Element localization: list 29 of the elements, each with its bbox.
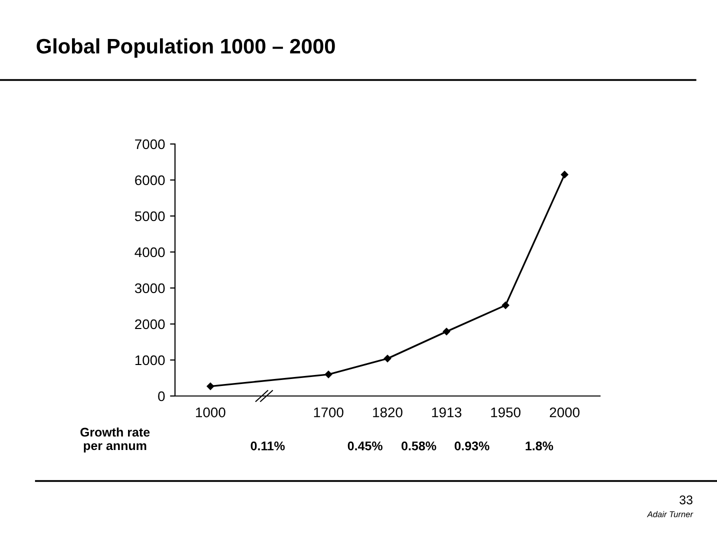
text: 1.8%	[526, 442, 554, 450]
y-tick-label: 2000	[135, 319, 165, 330]
text: 0.45%	[348, 442, 382, 450]
x-tick-label: 1913	[432, 407, 462, 418]
x-tick-label: 1820	[373, 407, 402, 418]
x-tick-label: 1950	[491, 407, 520, 418]
text: 0.58%	[402, 442, 436, 450]
x-tick-label: 1700	[314, 407, 344, 418]
point	[502, 302, 510, 309]
y-tick-label: 3000	[134, 283, 165, 294]
y-tick-label: 0	[158, 391, 165, 402]
y-tick-label: 1000	[135, 355, 165, 366]
point	[442, 328, 450, 336]
y-tick-label: 7000	[135, 139, 165, 150]
text: Growth rate per annum	[80, 427, 150, 453]
text: 0.11%	[250, 442, 285, 450]
text: 0.93%	[454, 442, 490, 450]
point	[560, 170, 568, 178]
y-tick-label: 5000	[134, 211, 165, 222]
text: 33	[680, 496, 692, 504]
text: Adair Turner	[646, 511, 694, 518]
y-tick-label: 6000	[135, 175, 165, 186]
chart-title: Global Population 1000 – 2000	[36, 38, 335, 58]
y-tick-label: 4000	[134, 247, 165, 258]
point	[324, 370, 332, 378]
x-tick-label: 1000	[196, 407, 226, 418]
point	[206, 382, 214, 390]
x-tick-label: 2000	[550, 407, 580, 418]
point	[384, 354, 392, 362]
